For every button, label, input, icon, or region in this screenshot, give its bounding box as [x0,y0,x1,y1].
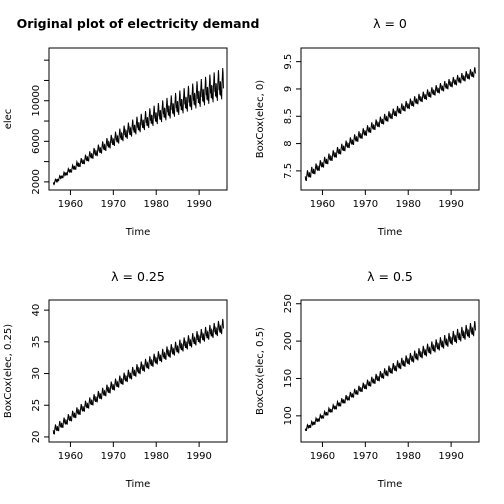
series-line [52,68,224,186]
y-tick-label: 10000 [31,85,42,117]
y-tick-label: 30 [31,367,42,380]
y-axis-label: BoxCox(elec, 0) [255,80,266,159]
x-tick-label: 1970 [353,199,378,210]
x-tick-label: 1990 [438,199,463,210]
x-tick-label: 1980 [144,199,169,210]
y-tick-label: 250 [283,294,294,313]
chart-panel-3: λ = 0.25 1960 1970 1980 1990 20 25 30 35 40 Time Bo… [3,269,228,490]
x-tick-label: 1970 [101,451,126,462]
y-axis-label: elec [3,109,14,130]
x-tick-label: 1960 [58,451,83,462]
x-axis-label: Time [125,479,150,490]
y-tick-label: 25 [31,399,42,412]
y-axis-label: BoxCox(elec, 0.25) [3,324,14,418]
chart-panel-2: λ = 0 1960 1970 1980 1990 7.5 8 8.5 9 9.5 Time BoxC… [255,16,480,238]
chart-panel-4: λ = 0.5 1960 1970 1980 1990 100 150 200 250 Time B… [255,269,480,490]
x-tick-label: 1980 [396,199,421,210]
x-tick-label: 1960 [310,451,335,462]
y-axis-label: BoxCox(elec, 0.5) [255,327,266,415]
y-tick-label: 100 [283,406,294,425]
x-tick-label: 1970 [101,199,126,210]
chart-panel-1: Original plot of electricity demand 1960 1… [3,16,259,238]
series-line [304,67,476,182]
x-tick-label: 1980 [396,451,421,462]
plot-frame [48,299,228,443]
plot-frame [300,47,480,191]
y-tick-label: 8.5 [283,108,294,124]
x-tick-label: 1990 [438,451,463,462]
x-axis-label: Time [377,227,402,238]
x-tick-label: 1960 [310,199,335,210]
x-tick-label: 1970 [353,451,378,462]
y-tick-label: 7.5 [283,163,294,179]
chart-title: λ = 0.5 [367,269,413,284]
chart-title: Original plot of electricity demand [17,16,260,31]
x-tick-label: 1960 [58,199,83,210]
y-tick-label: 9.5 [283,54,294,70]
y-tick-label: 9 [283,86,294,92]
x-tick-label: 1990 [186,451,211,462]
y-tick-label: 20 [31,431,42,444]
y-tick-label: 2000 [31,169,42,194]
x-tick-label: 1980 [144,451,169,462]
chart-title: λ = 0.25 [111,269,165,284]
y-tick-label: 40 [31,304,42,317]
y-tick-label: 8 [283,140,294,146]
y-tick-label: 35 [31,335,42,348]
series-line [52,318,224,435]
plot-frame [48,47,228,191]
y-tick-label: 200 [283,332,294,351]
y-tick-label: 150 [283,369,294,388]
x-tick-label: 1990 [186,199,211,210]
y-tick-label: 6000 [31,129,42,154]
chart-title: λ = 0 [373,16,407,31]
x-axis-label: Time [377,479,402,490]
series-line [304,320,476,432]
x-axis-label: Time [125,227,150,238]
plot-frame [300,299,480,443]
